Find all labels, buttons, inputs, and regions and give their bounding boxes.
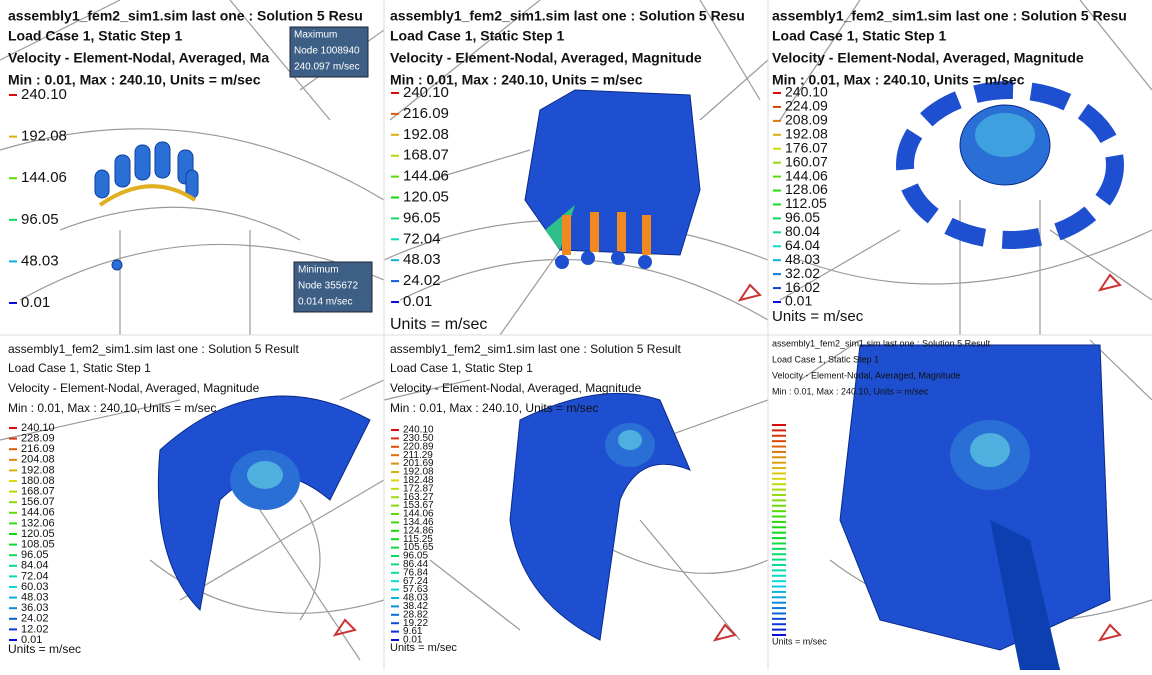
- units-label: Units = m/sec: [8, 642, 81, 656]
- legend-label: 192.08: [403, 126, 449, 143]
- header-result: Velocity - Element-Nodal, Averaged, Ma: [8, 50, 269, 66]
- legend-label: 48.03: [403, 251, 441, 268]
- callout-text: 240.097 m/sec: [294, 62, 360, 73]
- legend-label: 0.01: [785, 293, 812, 309]
- legend-label: 192.08: [21, 128, 67, 145]
- legend-label: 96.05: [21, 211, 59, 228]
- units-label: Units = m/sec: [772, 636, 827, 646]
- header-title: assembly1_fem2_sim1.sim last one : Solut…: [772, 338, 991, 348]
- header-result: Velocity - Element-Nodal, Averaged, Magn…: [390, 381, 642, 395]
- legend-label: 48.03: [21, 252, 59, 269]
- header-load-case: Load Case 1, Static Step 1: [390, 361, 533, 375]
- header-range: Min : 0.01, Max : 240.10, Units = m/sec: [8, 401, 216, 415]
- units-label: Units = m/sec: [390, 316, 487, 333]
- header-load-case: Load Case 1, Static Step 1: [8, 28, 182, 44]
- header-title: assembly1_fem2_sim1.sim last one : Solut…: [8, 8, 363, 24]
- header-title: assembly1_fem2_sim1.sim last one : Solut…: [8, 342, 299, 356]
- header-load-case: Load Case 1, Static Step 1: [772, 354, 879, 364]
- legend-label: 168.07: [403, 147, 449, 164]
- units-label: Units = m/sec: [390, 642, 457, 654]
- legend-label: 240.10: [21, 86, 67, 103]
- legend-label: 0.01: [21, 294, 50, 311]
- header-result: Velocity - Element-Nodal, Averaged, Magn…: [8, 381, 260, 395]
- page: {"panels": [ {"title": "assembly1_fem2_s…: [0, 0, 1152, 670]
- viewport-grid: assembly1_fem2_sim1.sim last one : Solut…: [0, 0, 1152, 670]
- callout-text: Node 355672: [298, 281, 358, 292]
- callout-text: Maximum: [294, 30, 337, 41]
- header-result: Velocity - Element-Nodal, Averaged, Magn…: [772, 370, 960, 380]
- header-result: Velocity - Element-Nodal, Averaged, Magn…: [772, 50, 1084, 66]
- legend-label: 24.02: [403, 272, 441, 289]
- legend-label: 72.04: [403, 230, 441, 247]
- legend-label: 96.05: [403, 209, 441, 226]
- header-title: assembly1_fem2_sim1.sim last one : Solut…: [390, 8, 745, 24]
- header-load-case: Load Case 1, Static Step 1: [8, 361, 151, 375]
- header-result: Velocity - Element-Nodal, Averaged, Magn…: [390, 50, 702, 66]
- legend-label: 144.06: [21, 169, 67, 186]
- header-title: assembly1_fem2_sim1.sim last one : Solut…: [390, 342, 681, 356]
- result-panel: assembly1_fem2_sim1.sim last one : Solut…: [772, 8, 1127, 325]
- header-range: Min : 0.01, Max : 240.10, Units = m/sec: [390, 401, 598, 415]
- header-title: assembly1_fem2_sim1.sim last one : Solut…: [772, 8, 1127, 24]
- header-load-case: Load Case 1, Static Step 1: [772, 28, 946, 44]
- legend-label: 0.01: [403, 293, 432, 310]
- legend-label: 144.06: [403, 168, 449, 185]
- header-range: Min : 0.01, Max : 240.10, Units = m/sec: [772, 386, 929, 396]
- legend-label: 120.05: [403, 188, 449, 205]
- callout-text: Node 1008940: [294, 46, 360, 57]
- model-graphics: [0, 0, 1152, 670]
- callout-text: 0.014 m/sec: [298, 297, 352, 308]
- legend-label: 216.09: [403, 105, 449, 122]
- header-load-case: Load Case 1, Static Step 1: [390, 28, 564, 44]
- callout-text: Minimum: [298, 265, 339, 276]
- legend-label: 240.10: [403, 84, 449, 101]
- units-label: Units = m/sec: [772, 308, 864, 325]
